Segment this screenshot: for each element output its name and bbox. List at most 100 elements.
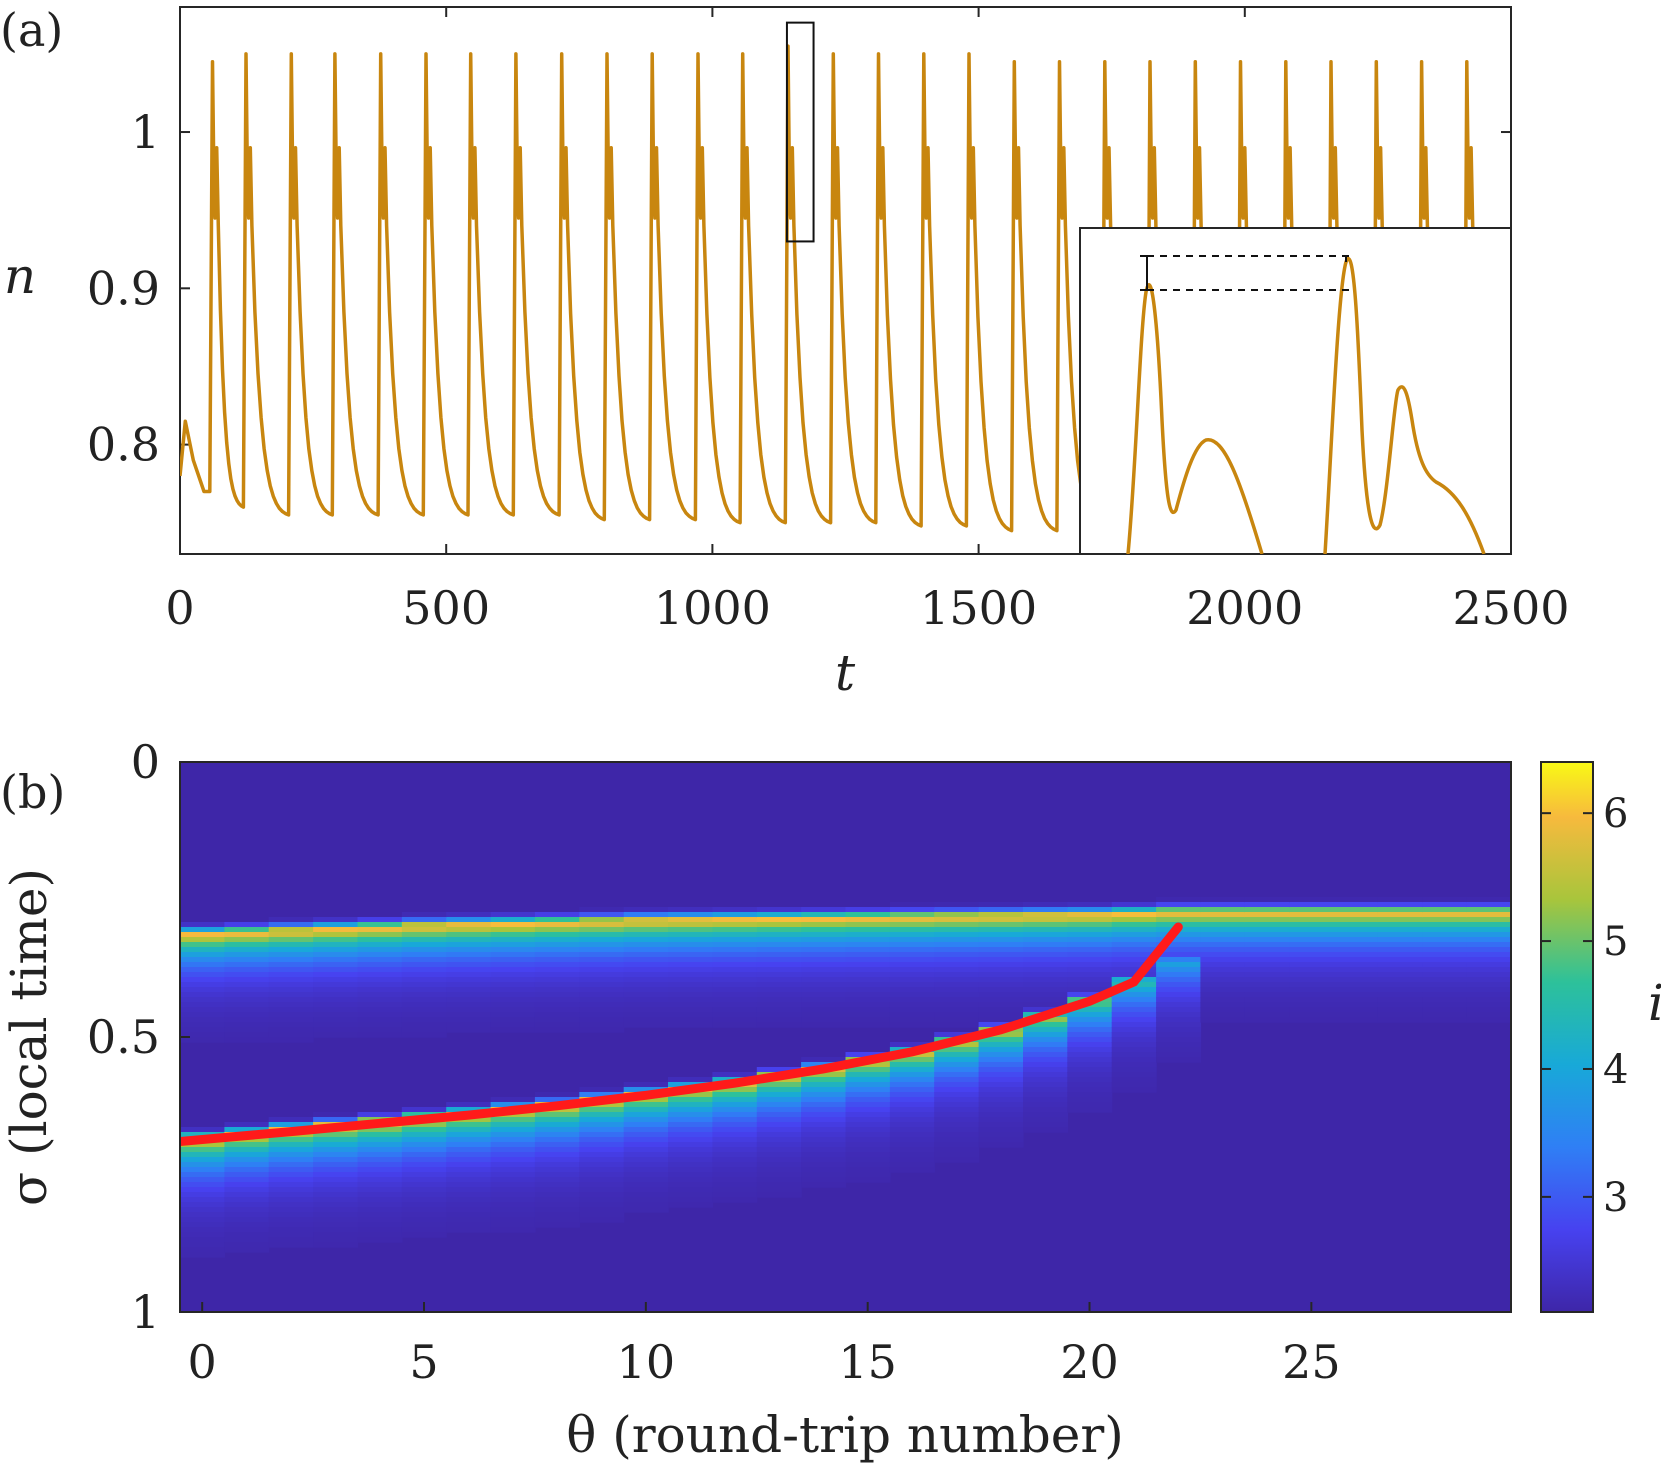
- heatmap-cell: [889, 1072, 935, 1078]
- heatmap-cell: [446, 1147, 492, 1153]
- heatmap-cell: [490, 1122, 536, 1128]
- heatmap-cell: [756, 1092, 802, 1098]
- panel-b-xlabel: θ (round-trip number): [566, 1406, 1124, 1463]
- heatmap-cell: [401, 1127, 447, 1133]
- heatmap-cell: [446, 1197, 492, 1203]
- heatmap-cell: [1466, 972, 1511, 978]
- heatmap-cell: [889, 1097, 935, 1103]
- heatmap-cell: [1377, 907, 1423, 913]
- heatmap-cell: [1333, 1017, 1379, 1023]
- heatmap-cell: [1289, 987, 1335, 993]
- heatmap-cell: [756, 1082, 802, 1088]
- heatmap-cell: [934, 947, 980, 953]
- heatmap-cell: [1333, 912, 1379, 918]
- heatmap-cell: [801, 1082, 847, 1088]
- heatmap-cell: [534, 1222, 580, 1228]
- heatmap-cell: [845, 987, 891, 993]
- heatmap-cell: [534, 1007, 580, 1013]
- heatmap-cell: [934, 962, 980, 968]
- heatmap-cell: [313, 1212, 359, 1218]
- heatmap-cell: [1333, 972, 1379, 978]
- heatmap-cell: [1023, 1022, 1068, 1028]
- heatmap-cell: [756, 922, 802, 928]
- heatmap-cell: [180, 957, 225, 963]
- heatmap-cell: [668, 1197, 713, 1203]
- heatmap-cell: [579, 1027, 625, 1033]
- heatmap-cell: [712, 972, 758, 978]
- heatmap-cell: [224, 1167, 270, 1173]
- heatmap-cell: [889, 922, 935, 928]
- heatmap-cell: [801, 987, 847, 993]
- heatmap-cell: [668, 992, 713, 998]
- heatmap-cell: [1200, 927, 1246, 933]
- heatmap-cell: [579, 1192, 625, 1198]
- heatmap-cell: [756, 1177, 802, 1183]
- heatmap-cell: [224, 947, 270, 953]
- heatmap-cell: [224, 932, 270, 938]
- heatmap-cell: [357, 1152, 403, 1158]
- heatmap-cell: [1244, 937, 1290, 943]
- heatmap-cell: [1422, 902, 1468, 908]
- heatmap-cell: [712, 1137, 758, 1143]
- heatmap-cell: [180, 922, 225, 928]
- heatmap-cell: [756, 1107, 802, 1113]
- heatmap-cell: [889, 1137, 935, 1143]
- heatmap-cell: [1377, 1007, 1423, 1013]
- heatmap-cell: [712, 1177, 758, 1183]
- heatmap-cell: [801, 912, 847, 918]
- heatmap-cell: [1111, 952, 1157, 958]
- heatmap-cell: [313, 1147, 359, 1153]
- heatmap-cell: [668, 1182, 713, 1188]
- heatmap-cell: [579, 1142, 625, 1148]
- heatmap-cell: [623, 1127, 669, 1133]
- heatmap-cell: [1200, 897, 1246, 903]
- colorbar-label: i: [1648, 974, 1661, 1032]
- heatmap-cell: [490, 1192, 536, 1198]
- heatmap-cell: [1156, 1057, 1202, 1063]
- heatmap-cell: [446, 1152, 492, 1158]
- heatmap-cell: [756, 972, 802, 978]
- heatmap-cell: [1377, 897, 1423, 903]
- heatmap-cell: [845, 1142, 891, 1148]
- heatmap-cell: [490, 997, 536, 1003]
- heatmap-cell: [934, 932, 980, 938]
- heatmap-cell: [1466, 912, 1511, 918]
- heatmap-cell: [1377, 932, 1423, 938]
- heatmap-cell: [623, 1202, 669, 1208]
- heatmap-cell: [712, 1022, 758, 1028]
- heatmap-cell: [756, 1012, 802, 1018]
- heatmap-cell: [357, 967, 403, 973]
- heatmap-cell: [1023, 1037, 1068, 1043]
- heatmap-cell: [401, 972, 447, 978]
- heatmap-cell: [756, 1122, 802, 1128]
- heatmap-cell: [446, 932, 492, 938]
- heatmap-cell: [1289, 917, 1335, 923]
- heatmap-cell: [268, 1012, 314, 1018]
- heatmap-cell: [534, 1137, 580, 1143]
- panel-b-xtick-label: 0: [188, 1335, 217, 1389]
- heatmap-cell: [401, 1152, 447, 1158]
- heatmap-cell: [1067, 1032, 1113, 1038]
- heatmap-cell: [224, 962, 270, 968]
- heatmap-cell: [490, 1017, 536, 1023]
- heatmap-cell: [357, 1017, 403, 1023]
- heatmap-cell: [446, 1162, 492, 1168]
- heatmap-cell: [668, 1017, 713, 1023]
- heatmap-cell: [1156, 977, 1202, 983]
- heatmap-cell: [1244, 1002, 1290, 1008]
- heatmap-cell: [978, 957, 1024, 963]
- heatmap-cell: [357, 1142, 403, 1148]
- heatmap-cell: [623, 1192, 669, 1198]
- heatmap-cell: [756, 1097, 802, 1103]
- heatmap-cell: [268, 1172, 314, 1178]
- heatmap-cell: [1466, 987, 1511, 993]
- heatmap-cell: [490, 912, 536, 918]
- heatmap-cell: [756, 957, 802, 963]
- heatmap-cell: [1333, 967, 1379, 973]
- heatmap-cell: [1200, 1017, 1246, 1023]
- heatmap-cell: [712, 962, 758, 968]
- heatmap-cell: [224, 1242, 270, 1248]
- heatmap-cell: [1422, 947, 1468, 953]
- heatmap-cell: [313, 1172, 359, 1178]
- heatmap-cell: [1333, 907, 1379, 913]
